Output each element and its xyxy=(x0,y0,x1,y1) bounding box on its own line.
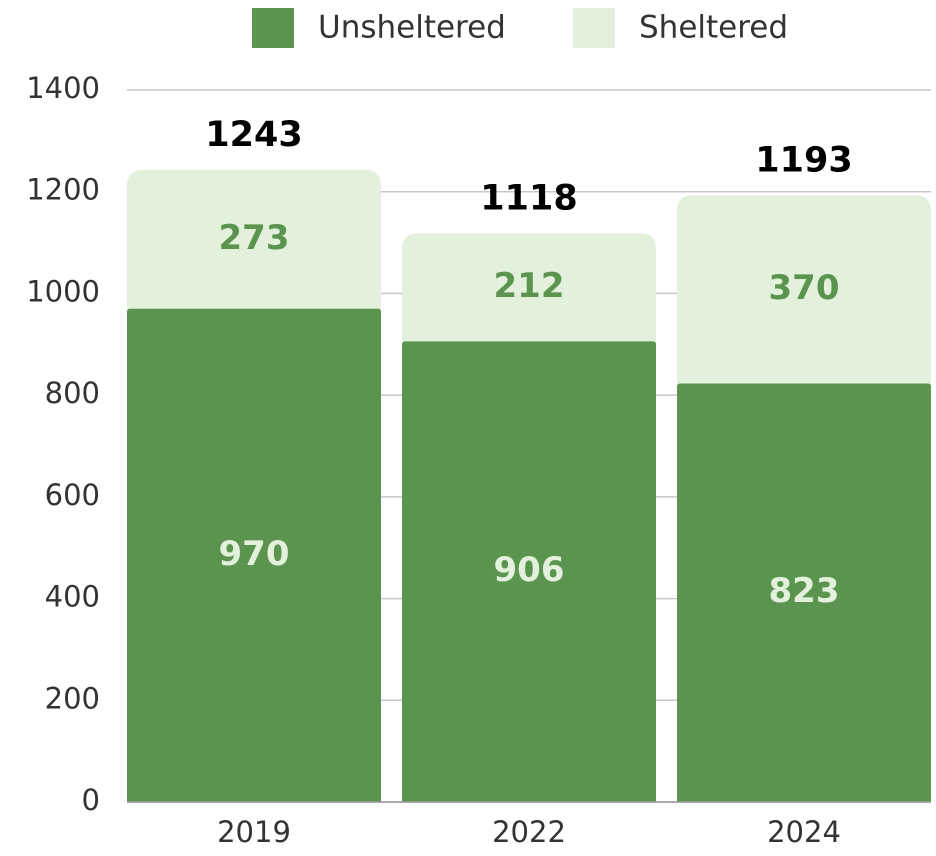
bar-segment xyxy=(127,169,381,309)
y-tick-label: 400 xyxy=(45,580,100,614)
total-label: 1118 xyxy=(480,178,577,218)
x-tick-label: 2022 xyxy=(492,815,566,849)
value-label: 212 xyxy=(494,266,565,306)
bar-segment xyxy=(402,341,656,802)
bar-segment xyxy=(677,383,931,802)
y-tick-label: 800 xyxy=(45,376,100,410)
value-label: 273 xyxy=(219,218,290,258)
value-label: 906 xyxy=(494,550,565,590)
value-label: 823 xyxy=(769,571,840,611)
value-label: 970 xyxy=(219,534,290,574)
legend-label: Unsheltered xyxy=(318,10,506,46)
legend-swatch xyxy=(252,8,294,48)
x-tick-label: 2024 xyxy=(767,815,841,849)
bar-segment xyxy=(402,233,656,342)
y-tick-label: 600 xyxy=(45,478,100,512)
total-label: 1243 xyxy=(205,115,302,155)
bar-segment xyxy=(127,308,381,802)
legend-swatch xyxy=(573,8,615,48)
bar-segment xyxy=(677,195,931,384)
y-tick-label: 1000 xyxy=(26,274,100,308)
legend-label: Sheltered xyxy=(639,10,788,46)
y-tick-label: 1200 xyxy=(26,173,100,207)
y-tick-label: 1400 xyxy=(26,71,100,105)
y-tick-label: 0 xyxy=(82,783,100,817)
y-tick-label: 200 xyxy=(45,681,100,715)
x-tick-label: 2019 xyxy=(217,815,291,849)
value-label: 370 xyxy=(769,268,840,308)
total-label: 1193 xyxy=(755,140,852,180)
